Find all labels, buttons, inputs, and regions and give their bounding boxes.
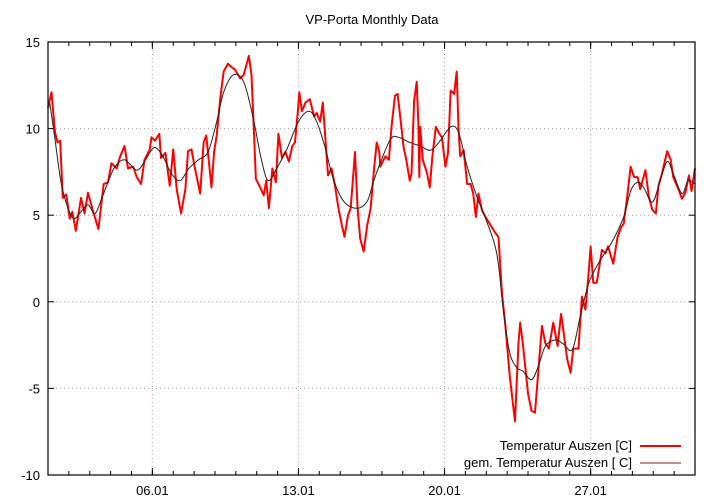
series-line-avg-temperature	[49, 73, 696, 381]
x-tick-label: 27.01	[574, 483, 607, 498]
y-tick-label: -10	[21, 468, 40, 483]
x-tick-label: 06.01	[136, 483, 169, 498]
plot-border	[47, 41, 696, 476]
x-tick-label: 20.01	[428, 483, 461, 498]
y-tick-label: 0	[33, 295, 40, 310]
series-line-temperature	[47, 54, 696, 423]
y-tick-label: 5	[33, 208, 40, 223]
y-tick-label: 15	[26, 35, 40, 50]
x-tick-label: 13.01	[282, 483, 315, 498]
legend-label-avg-temperature: gem. Temperatur Auszen [ C]	[464, 455, 632, 470]
axes: -10 -5 0 5 10 15 06.01 13.01 20.01 27.01	[21, 35, 696, 498]
series-layer	[47, 54, 696, 423]
chart-title: VP-Porta Monthly Data	[306, 12, 440, 27]
y-tick-label: 10	[26, 122, 40, 137]
legend: Temperatur Auszen [C] gem. Temperatur Au…	[464, 438, 681, 470]
y-tick-label: -5	[28, 381, 40, 396]
legend-label-temperature: Temperatur Auszen [C]	[500, 438, 632, 453]
grid	[48, 42, 695, 475]
